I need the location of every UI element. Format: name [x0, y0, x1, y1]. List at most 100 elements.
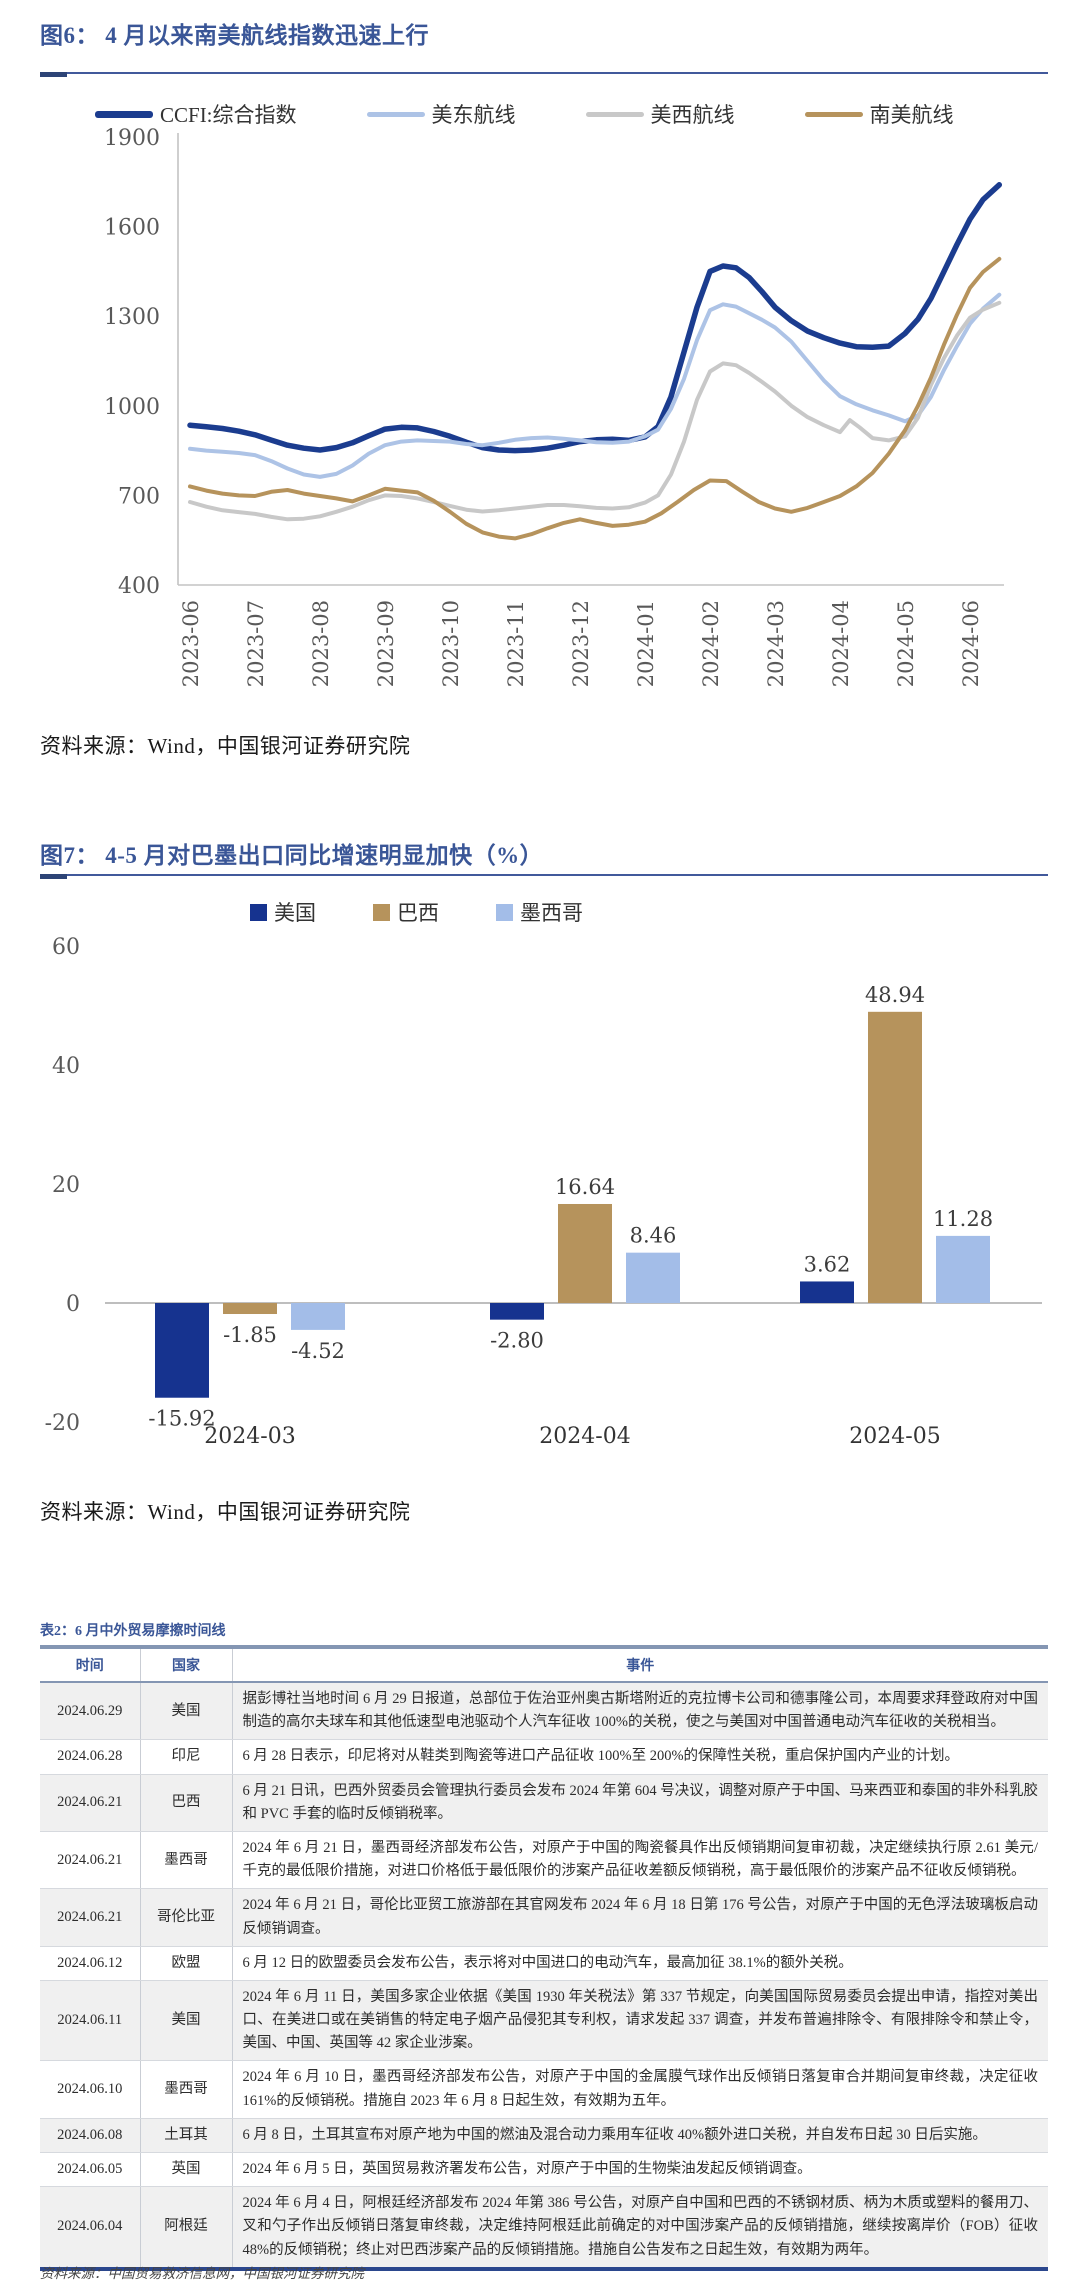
- column-header-时间: 时间: [40, 1647, 141, 1683]
- fig6-title: 图6： 4 月以来南美航线指数迅速上行: [40, 23, 429, 48]
- legend-label: 南美航线: [869, 103, 954, 127]
- cell-date: 2024.06.21: [40, 1831, 141, 1890]
- table2-title: 表2：6 月中外贸易摩擦时间线: [40, 1624, 226, 1639]
- cell-event: 6 月 8 日，土耳其宣布对原产地为中国的燃油及混合动力乘用车征收 40%额外进…: [232, 2118, 1048, 2154]
- legend-line-swatch: [585, 111, 644, 117]
- cell-country: 欧盟: [140, 1946, 233, 1981]
- table-row: 2024.06.05 英国 2024 年 6 月 5 日，英国贸易救济署发布公告，对…: [40, 2152, 1048, 2188]
- bar-value-label: 8.46: [630, 1224, 677, 1248]
- cell-event: 据彭博社当地时间 6 月 29 日报道，总部位于佐治亚州奥古斯塔附近的克拉博卡公…: [232, 1682, 1048, 1741]
- cell-event: 2024 年 6 月 4 日，阿根廷经济部发布 2024 年第 386 号公告，…: [232, 2186, 1048, 2270]
- cell-date: 2024.06.21: [40, 1774, 141, 1832]
- table-row: 2024.06.21 巴西 6 月 21 日讯，巴西外贸委员会管理执行委员会发布 2…: [40, 1774, 1048, 1832]
- table-row: 2024.06.21 哥伦比亚 2024 年 6 月 21 日，哥伦比亚贸工旅游部在…: [40, 1888, 1048, 1947]
- bar-value-label: -2.80: [490, 1329, 544, 1353]
- x-tick-label: 2024-01: [634, 600, 658, 687]
- legend-item: 美东航线: [366, 99, 516, 129]
- category-label: 2024-03: [204, 1424, 295, 1449]
- x-tick-label: 2023-11: [504, 600, 528, 687]
- cell-country: 哥伦比亚: [140, 1888, 233, 1947]
- cell-date: 2024.06.29: [40, 1682, 141, 1741]
- table-row: 2024.06.10 墨西哥 2024 年 6 月 10 日，墨西哥经济部发布公告，…: [40, 2060, 1048, 2119]
- y-tick-label: 60: [52, 935, 80, 960]
- category-label: 2024-04: [539, 1424, 630, 1449]
- y-tick-label: 40: [52, 1054, 80, 1079]
- y-tick-label: 700: [118, 484, 160, 509]
- y-tick-label: 0: [66, 1292, 80, 1317]
- cell-date: 2024.06.04: [40, 2186, 141, 2270]
- cell-date: 2024.06.28: [40, 1739, 141, 1775]
- cell-country: 土耳其: [140, 2118, 233, 2154]
- legend-label: 墨西哥: [520, 901, 583, 925]
- table-row: 2024.06.11 美国 2024 年 6 月 11 日，美国多家企业依据《美国 …: [40, 1980, 1048, 2062]
- series-美东航线: [188, 292, 1002, 479]
- series-美西航线: [188, 300, 1002, 522]
- x-tick-label: 2023-12: [569, 600, 593, 687]
- bar-value-label: 3.62: [804, 1252, 851, 1276]
- table-row: 2024.06.12 欧盟 6 月 12 日的欧盟委员会发布公告，表示将对中国进口的…: [40, 1946, 1048, 1981]
- x-tick-label: 2024-05: [894, 600, 918, 687]
- table-row: 2024.06.28 印尼 6 月 28 日表示，印尼将对从鞋类到陶瓷等进口产品征收…: [40, 1739, 1048, 1775]
- legend-line-swatch: [804, 111, 863, 117]
- table-body: 2024.06.29 美国 据彭博社当地时间 6 月 29 日报道，总部位于佐治亚州…: [40, 1682, 1048, 2270]
- bar-value-label: 16.64: [555, 1175, 615, 1199]
- bar-value-label: -4.52: [291, 1339, 345, 1363]
- y-tick-label: -20: [45, 1411, 80, 1436]
- legend-square-swatch: [250, 903, 267, 921]
- fig7-title-rule: [40, 874, 1048, 879]
- bar-墨西哥-2024-04: [626, 1252, 680, 1303]
- bar-墨西哥-2024-05: [936, 1235, 990, 1303]
- legend-line-swatch: [95, 110, 153, 118]
- x-tick-label: 2024-02: [699, 600, 723, 687]
- cell-date: 2024.06.12: [40, 1946, 141, 1981]
- fig6-legend: CCFI:综合指数 美东航线 美西航线 南美航线: [95, 99, 954, 129]
- column-header-事件: 事件: [232, 1647, 1048, 1683]
- bar-美国-2024-04: [490, 1303, 544, 1320]
- fig6-title-rule: [40, 72, 1048, 77]
- cell-date: 2024.06.08: [40, 2118, 141, 2154]
- bar-巴西-2024-05: [868, 1011, 922, 1303]
- legend-item: 南美航线: [804, 99, 954, 129]
- y-tick-label: 400: [118, 574, 160, 599]
- cell-date: 2024.06.11: [40, 1980, 141, 2062]
- cell-country: 墨西哥: [140, 1831, 233, 1890]
- x-tick-label: 2023-07: [244, 600, 268, 687]
- fig7-legend: 美国 巴西 墨西哥: [250, 897, 583, 927]
- bar-value-label: -15.92: [148, 1407, 215, 1431]
- cell-event: 6 月 21 日讯，巴西外贸委员会管理执行委员会发布 2024 年第 604 号…: [232, 1774, 1048, 1832]
- cell-country: 英国: [140, 2152, 233, 2188]
- y-tick-label: 20: [52, 1173, 80, 1198]
- bar-巴西-2024-03: [223, 1303, 277, 1315]
- table-row: 2024.06.08 土耳其 6 月 8 日，土耳其宣布对原产地为中国的燃油及混合动…: [40, 2118, 1048, 2154]
- cell-event: 2024 年 6 月 10 日，墨西哥经济部发布公告，对原产于中国的金属膜气球作…: [232, 2060, 1048, 2119]
- cell-event: 2024 年 6 月 5 日，英国贸易救济署发布公告，对原产于中国的生物柴油发起…: [232, 2152, 1048, 2188]
- cell-event: 2024 年 6 月 21 日，墨西哥经济部发布公告，对原产于中国的陶瓷餐具作出…: [232, 1831, 1048, 1890]
- series-CCFI:综合指数: [187, 182, 1003, 454]
- cell-event: 6 月 28 日表示，印尼将对从鞋类到陶瓷等进口产品征收 100%至 200%的…: [232, 1739, 1048, 1775]
- bar-美国-2024-03: [155, 1303, 209, 1398]
- legend-label: 美东航线: [431, 103, 516, 127]
- rule-accent-dash: [40, 72, 67, 77]
- fig6-line-chart: 1900 1600 1300 1000 700 400 2023-06 2023-07 2023…: [104, 126, 1004, 687]
- legend-item: 墨西哥: [496, 897, 583, 927]
- table-row: 2024.06.29 美国 据彭博社当地时间 6 月 29 日报道，总部位于佐治亚州…: [40, 1682, 1048, 1741]
- x-tick-label: 2024-04: [829, 600, 853, 687]
- table2-source: 资料来源：中国贸易救济信息网，中国银河证券研究院: [40, 2266, 364, 2281]
- x-tick-label: 2023-10: [439, 600, 463, 687]
- cell-date: 2024.06.21: [40, 1888, 141, 1947]
- legend-item: CCFI:综合指数: [95, 99, 297, 129]
- cell-event: 2024 年 6 月 11 日，美国多家企业依据《美国 1930 年关税法》第 …: [232, 1980, 1048, 2062]
- cell-event: 6 月 12 日的欧盟委员会发布公告，表示将对中国进口的电动汽车，最高加征 38…: [232, 1946, 1048, 1981]
- trade-friction-table: 时间 国家 事件 2024.06.29 美国 据彭博社当地时间 6 月 29 日报道，总…: [40, 1645, 1048, 2271]
- cell-country: 阿根廷: [140, 2186, 233, 2270]
- table-row: 2024.06.21 墨西哥 2024 年 6 月 21 日，墨西哥经济部发布公告，…: [40, 1831, 1048, 1890]
- legend-label: 美西航线: [650, 103, 735, 127]
- legend-item: 巴西: [373, 897, 439, 927]
- bar-巴西-2024-04: [558, 1203, 612, 1303]
- legend-label: CCFI:综合指数: [160, 103, 297, 127]
- x-tick-label: 2024-06: [959, 600, 983, 687]
- fig7-title: 图7： 4-5 月对巴墨出口同比增速明显加快（%）: [40, 843, 544, 868]
- cell-country: 墨西哥: [140, 2060, 233, 2119]
- legend-item: 美西航线: [585, 99, 735, 129]
